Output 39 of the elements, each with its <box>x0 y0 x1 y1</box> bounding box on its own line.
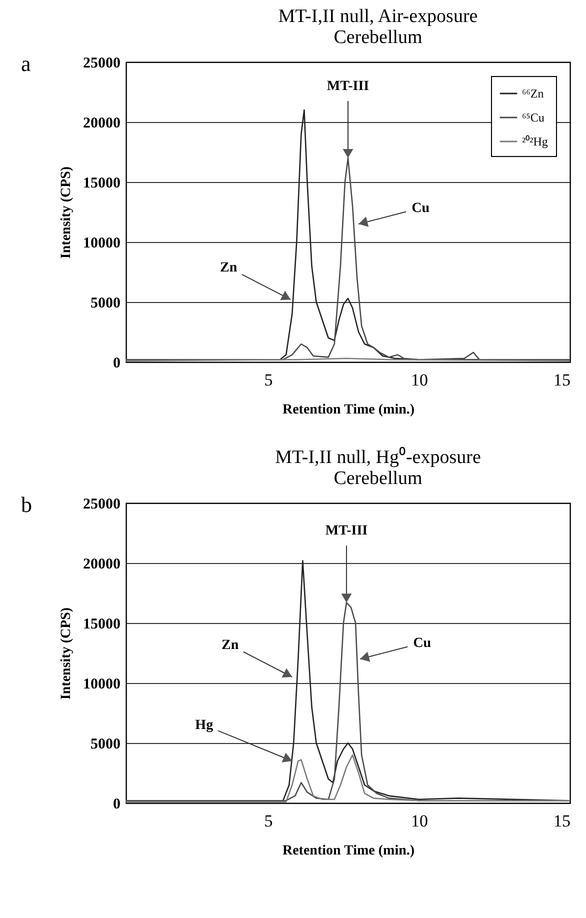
y-tick-label: 25000 <box>83 56 120 72</box>
y-tick-label: 5000 <box>90 736 120 752</box>
x-tick-label: 5 <box>264 812 273 830</box>
x-tick-label: 15 <box>554 812 570 830</box>
chart-title: MT-I,II null, Air-exposure <box>278 6 478 27</box>
x-tick-label: 10 <box>410 812 428 830</box>
legend-label: ²⁰²Hg <box>522 134 548 148</box>
x-axis-title: Retention Time (min.) <box>282 402 415 418</box>
chart-title: MT-I,II null, Hg⁰-exposure <box>275 446 481 468</box>
annotation: Hg <box>195 718 214 733</box>
annotation: MT-III <box>326 79 370 94</box>
y-tick-label: 20000 <box>83 556 120 572</box>
text: b <box>21 492 32 517</box>
y-tick-label: 0 <box>113 356 120 372</box>
y-tick-label: 15000 <box>83 616 120 632</box>
text: a <box>21 51 31 76</box>
y-tick-label: 5000 <box>90 296 120 312</box>
y-tick-label: 25000 <box>83 496 120 512</box>
y-tick-label: 20000 <box>83 116 120 132</box>
x-axis-title: Retention Time (min.) <box>282 844 415 858</box>
annotation: Cu <box>412 201 430 216</box>
annotation: Zn <box>220 260 238 276</box>
x-tick-label: 15 <box>554 370 570 390</box>
x-tick-label: 5 <box>264 370 273 390</box>
y-tick-label: 10000 <box>83 676 120 692</box>
y-tick-label: 15000 <box>83 176 120 192</box>
legend-label: ⁶⁶Zn <box>522 86 544 100</box>
chart-subtitle: Cerebellum <box>334 27 423 48</box>
annotation: MT-III <box>325 524 368 539</box>
y-axis-title: Intensity (CPS) <box>59 607 74 700</box>
y-axis-title: Intensity (CPS) <box>59 166 74 259</box>
line-series <box>125 754 571 802</box>
legend-label: ⁶⁵Cu <box>522 110 544 124</box>
annotation: Cu <box>413 636 432 651</box>
y-tick-label: 10000 <box>83 236 120 252</box>
x-tick-label: 10 <box>410 370 428 390</box>
y-tick-label: 0 <box>113 796 120 812</box>
annotation: Zn <box>222 638 239 653</box>
chart-subtitle: Cerebellum <box>334 468 423 489</box>
